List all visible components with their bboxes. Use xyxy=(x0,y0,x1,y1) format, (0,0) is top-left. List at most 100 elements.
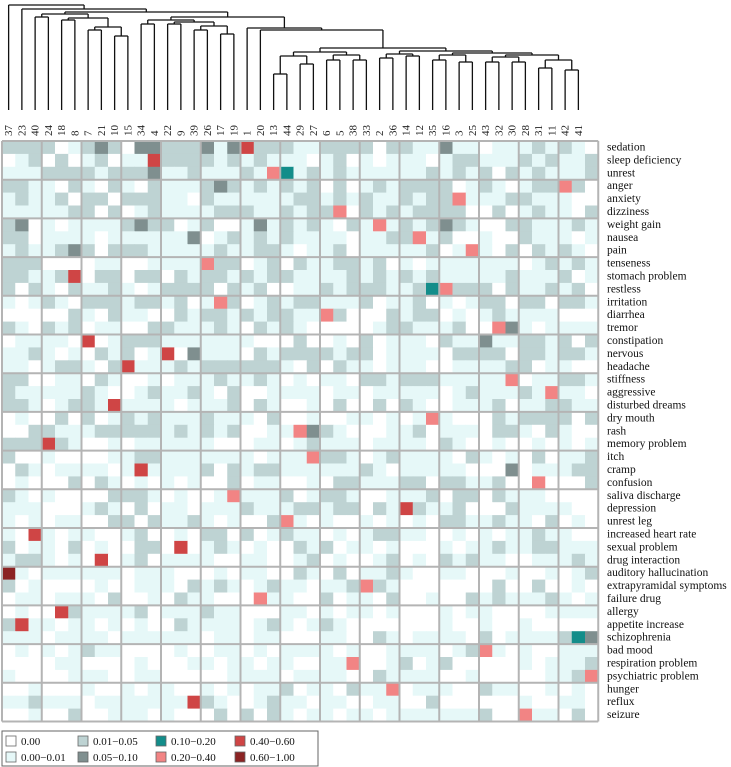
heatmap-cell xyxy=(240,540,255,555)
heatmap-cell xyxy=(439,528,453,542)
heatmap-cell xyxy=(41,334,56,348)
heatmap-cell xyxy=(253,141,268,155)
heatmap-cell xyxy=(293,205,308,219)
legend-swatch xyxy=(77,751,89,763)
heatmap-cell xyxy=(426,334,440,348)
heatmap-cell xyxy=(426,631,440,645)
heatmap-cell xyxy=(373,321,387,335)
heatmap-cell xyxy=(200,386,215,400)
row-label: sleep deficiency xyxy=(607,154,682,166)
heatmap-cell xyxy=(532,528,546,542)
heatmap-cell xyxy=(532,695,546,709)
heatmap-cell xyxy=(518,270,533,284)
heatmap-cell xyxy=(28,695,43,709)
heatmap-cell xyxy=(585,282,599,297)
heatmap-cell xyxy=(15,141,29,155)
heatmap-cell xyxy=(121,295,135,310)
heatmap-cell xyxy=(214,360,228,374)
heatmap-cell xyxy=(187,605,202,619)
legend-label: 0.05−0.10 xyxy=(93,752,138,764)
heatmap-cell xyxy=(227,321,241,335)
heatmap-cell xyxy=(306,566,321,580)
heatmap-cell xyxy=(55,682,69,697)
heatmap-cell xyxy=(399,695,414,709)
heatmap-cell xyxy=(253,347,268,361)
heatmap-cell xyxy=(412,592,427,606)
heatmap-cell xyxy=(200,618,215,632)
heatmap-cell xyxy=(280,489,294,503)
heatmap-cell xyxy=(200,566,215,580)
heatmap-cell xyxy=(505,141,520,155)
heatmap-cell xyxy=(28,257,43,271)
heatmap-cell xyxy=(108,153,122,168)
row-label: constipation xyxy=(607,335,663,347)
heatmap-cell xyxy=(412,141,427,155)
heatmap-cell xyxy=(479,644,493,658)
heatmap-cell xyxy=(200,141,215,155)
heatmap-cell xyxy=(412,515,427,529)
heatmap-cell xyxy=(227,695,241,709)
heatmap-cell xyxy=(200,579,215,593)
heatmap-cell xyxy=(227,257,241,271)
heatmap-cell xyxy=(293,347,308,361)
heatmap-cell xyxy=(558,695,573,709)
heatmap-cell xyxy=(227,386,241,400)
heatmap-cell xyxy=(81,347,96,361)
heatmap-cell xyxy=(412,166,427,181)
heatmap-cell xyxy=(15,553,29,568)
heatmap-cell xyxy=(28,399,43,413)
heatmap-cell xyxy=(147,141,162,155)
heatmap-cell xyxy=(439,463,453,477)
heatmap-cell xyxy=(518,631,533,645)
heatmap-cell xyxy=(518,515,533,529)
heatmap-cell xyxy=(346,631,361,645)
heatmap-cell xyxy=(571,540,586,555)
heatmap-cell xyxy=(134,528,149,542)
heatmap-cell xyxy=(452,218,467,232)
heatmap-cell xyxy=(571,321,586,335)
heatmap-cell xyxy=(532,334,546,348)
heatmap-cell xyxy=(121,450,135,464)
heatmap-cell xyxy=(306,669,321,684)
row-label: failure drug xyxy=(607,593,661,605)
row-label: reflux xyxy=(607,696,635,708)
heatmap-cell xyxy=(214,282,228,297)
heatmap-cell xyxy=(15,321,29,335)
heatmap-cell xyxy=(399,205,414,219)
heatmap-cell xyxy=(320,528,334,542)
heatmap-cell xyxy=(333,579,347,593)
heatmap-cell xyxy=(41,669,56,684)
heatmap-cell xyxy=(81,540,96,555)
heatmap-cell xyxy=(465,682,480,697)
heatmap-cell xyxy=(359,411,374,426)
heatmap-cell xyxy=(2,282,16,297)
heatmap-cell xyxy=(585,644,599,658)
heatmap-cell xyxy=(227,657,241,671)
legend: 0.000.00−0.010.01−0.050.05−0.100.10−0.20… xyxy=(1,730,319,767)
heatmap-cell xyxy=(479,631,493,645)
heatmap-cell xyxy=(359,463,374,477)
heatmap-cell xyxy=(240,553,255,568)
heatmap-cell xyxy=(147,257,162,271)
heatmap-cell xyxy=(134,605,149,619)
heatmap-cell xyxy=(532,295,546,310)
heatmap-cell xyxy=(373,360,387,374)
heatmap-cell xyxy=(227,669,241,684)
heatmap-cell xyxy=(532,231,546,245)
heatmap-cell xyxy=(545,179,559,193)
heatmap-cell xyxy=(68,540,82,555)
heatmap-cell xyxy=(121,360,135,374)
heatmap-cell xyxy=(147,695,162,709)
heatmap-cell xyxy=(2,411,16,426)
heatmap-cell xyxy=(2,669,16,684)
column-label: 13 xyxy=(268,125,280,137)
heatmap-cell xyxy=(28,153,43,168)
heatmap-cell xyxy=(412,386,427,400)
heatmap-cell xyxy=(399,141,414,155)
heatmap-cell xyxy=(214,373,228,387)
heatmap-cell xyxy=(240,295,255,310)
heatmap-cell xyxy=(55,192,69,206)
heatmap-cell xyxy=(333,386,347,400)
heatmap-cell xyxy=(174,179,188,193)
